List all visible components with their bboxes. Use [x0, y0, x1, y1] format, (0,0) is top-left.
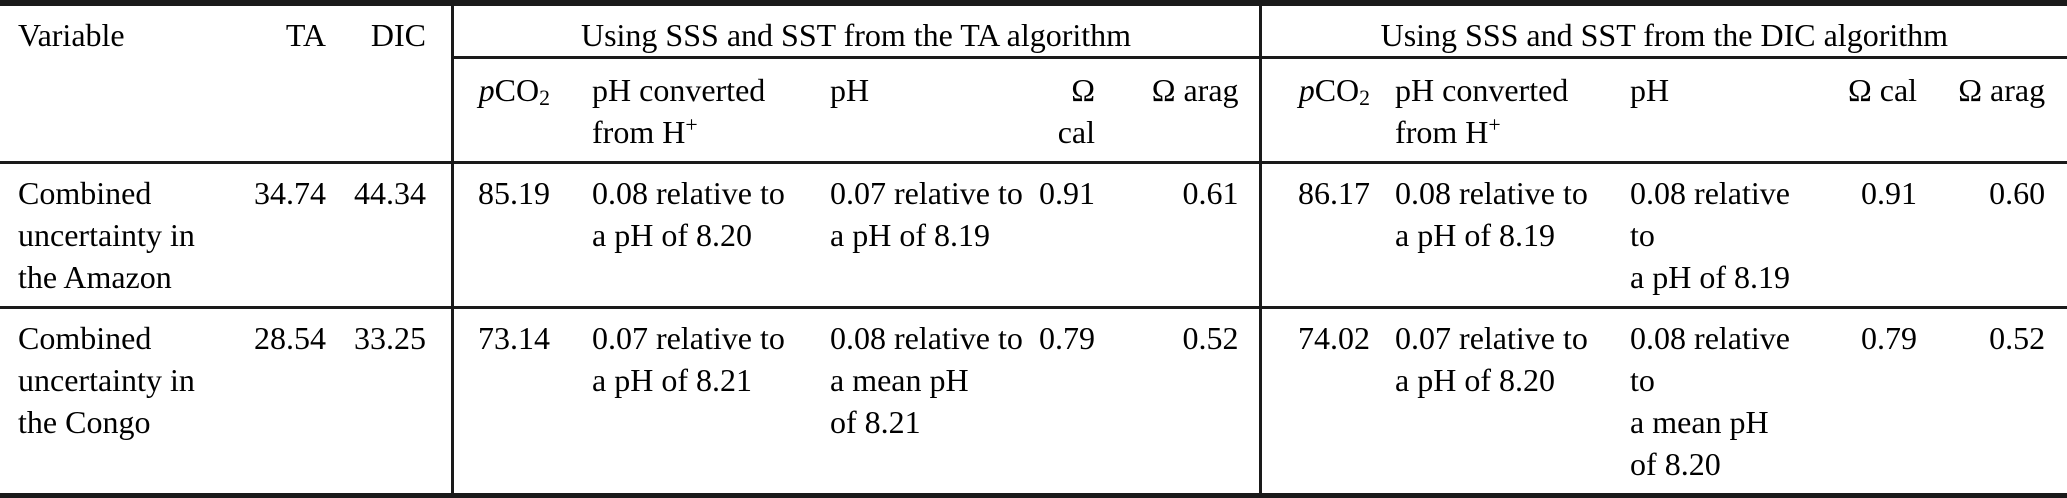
col-header-omega-cal-ta: Ω cal [1030, 57, 1105, 164]
col-header-dic: DIC [330, 3, 430, 164]
col-header-ph-dic: pH [1620, 57, 1801, 164]
spacer-cell [430, 162, 452, 309]
cell-ph-ta: 0.08 relative to a mean pH of 8.21 [830, 320, 1023, 440]
cell-ph-converted-dic: 0.07 relative to a pH of 8.20 [1395, 320, 1588, 398]
pco2-italic-p: p [1298, 72, 1315, 108]
cell-dic: 44.34 [330, 162, 430, 309]
spacer-cell [430, 3, 452, 164]
col-header-variable: Variable [0, 3, 250, 164]
cell-pco2-dic: 74.02 [1258, 307, 1381, 496]
col-header-omega-arag-dic: Ω arag [1925, 57, 2067, 164]
cell-ta: 28.54 [254, 320, 326, 356]
cell-omega-cal-ta: 0.79 [1039, 320, 1095, 356]
cell-omega-arag-ta: 0.52 [1182, 320, 1239, 356]
cell-omega-arag-dic: 0.60 [1925, 162, 2067, 309]
cell-omega-arag-ta: 0.61 [1105, 162, 1261, 309]
cell-pco2-ta: 73.14 [450, 307, 560, 496]
col-header-ph-converted-ta: pH converted from H+ [560, 57, 830, 164]
cell-omega-cal-dic: 0.91 [1800, 162, 1926, 309]
col-header-pco2-dic: pCO2 [1258, 57, 1381, 164]
ph-conv-line1: pH converted [592, 72, 766, 108]
table-row-amazon: Combined uncertainty in the Amazon 34.74… [0, 162, 2067, 309]
ph-conv-superscript: + [1488, 113, 1501, 137]
cell-variable: Combined uncertainty in the Congo [18, 320, 195, 440]
cell-ph-converted-ta: 0.08 relative to a pH of 8.20 [560, 162, 830, 309]
ph-conv-superscript: + [685, 113, 698, 137]
group-header-dic-algorithm: Using SSS and SST from the DIC algorithm [1258, 3, 2067, 59]
ph-conv-line1: pH converted [1395, 72, 1569, 108]
pco2-base: CO [494, 72, 540, 108]
pco2-base: CO [1314, 72, 1360, 108]
cell-ph-dic: 0.08 relative to a mean pH of 8.20 [1630, 320, 1790, 482]
pco2-italic-p: p [478, 72, 495, 108]
cell-variable: Combined uncertainty in the Amazon [0, 162, 250, 309]
col-header-ph-ta: pH [830, 57, 1030, 164]
cell-omega-cal-dic: 0.79 [1861, 320, 1918, 356]
col-header-omega-arag-ta: Ω arag [1105, 57, 1261, 164]
cell-pco2-dic: 86.17 [1258, 162, 1381, 309]
pco2-subscript: 2 [1359, 86, 1371, 110]
table-row-congo: Combined uncertainty in the Congo 28.54 … [0, 307, 2067, 496]
col-header-ta: TA [250, 3, 330, 164]
col-header-ph-converted-dic: pH converted from H+ [1380, 57, 1621, 164]
col-header-pco2-ta: pCO2 [450, 57, 560, 164]
cell-ph-converted-dic: 0.08 relative to a pH of 8.19 [1380, 162, 1621, 309]
group-header-ta-algorithm: Using SSS and SST from the TA algorithm [450, 3, 1261, 59]
cell-ph-dic: 0.08 relative to a pH of 8.19 [1620, 162, 1801, 309]
pco2-subscript: 2 [539, 86, 550, 110]
ph-conv-line2: from H [592, 114, 686, 150]
cell-omega-cal-ta: 0.91 [1030, 162, 1105, 309]
cell-ph-converted-ta: 0.07 relative to a pH of 8.21 [592, 320, 785, 398]
spacer-cell [430, 308, 452, 496]
cell-ph-ta: 0.07 relative to a pH of 8.19 [830, 162, 1030, 309]
cell-pco2-ta: 85.19 [450, 162, 560, 309]
cell-omega-arag-dic: 0.52 [1989, 320, 2046, 356]
ph-conv-line2: from H [1395, 114, 1489, 150]
cell-dic: 33.25 [354, 320, 426, 356]
cell-ta: 34.74 [250, 162, 330, 309]
col-header-omega-cal-dic: Ω cal [1800, 57, 1926, 164]
